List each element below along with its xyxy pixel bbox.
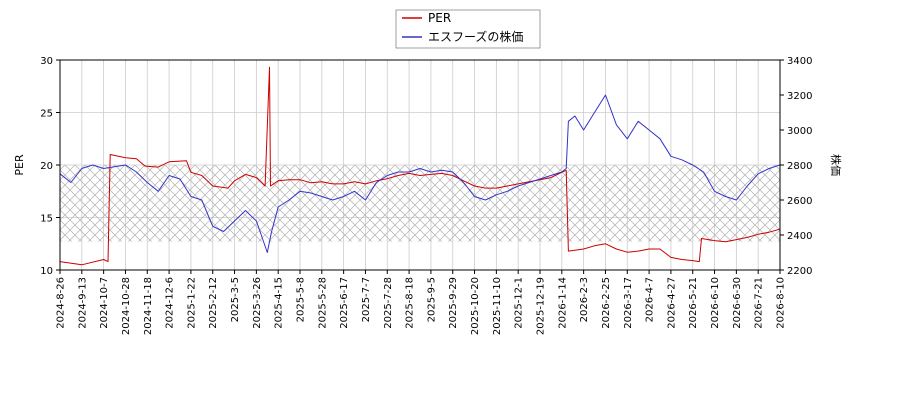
y-axis-right: 2200 2400 2600 2800 3000 3200 3400 [780, 56, 812, 277]
x-tick-label: 2026-8-10 [776, 277, 787, 329]
x-tick-label: 2026-5-21 [688, 277, 699, 329]
y-right-tick-label: 2600 [787, 196, 812, 207]
x-tick-label: 2026-7-21 [754, 277, 765, 329]
x-tick-label: 2026-2-3 [579, 277, 590, 322]
x-tick-label: 2025-7-28 [383, 277, 394, 329]
legend-label-per: PER [428, 11, 451, 25]
x-tick-label: 2026-1-14 [557, 277, 568, 329]
x-tick-label: 2025-1-22 [186, 277, 197, 329]
x-tick-label: 2024-8-26 [56, 277, 67, 329]
x-tick-label: 2025-3-26 [252, 277, 263, 329]
x-tick-label: 2024-12-6 [165, 277, 176, 329]
y-axis-right-label: 株価 [829, 154, 843, 176]
x-tick-label: 2025-3-5 [230, 277, 241, 322]
legend: PER エスフーズの株価 [395, 9, 541, 49]
series-per-line [60, 66, 780, 266]
x-axis: 2024-8-26 2024-9-13 2024-10-7 2024-10-28 202… [56, 270, 787, 335]
x-tick-label: 2026-4-27 [666, 277, 677, 329]
x-tick-label: 2026-6-10 [710, 277, 721, 329]
x-tick-label: 2025-12-19 [536, 277, 547, 335]
legend-label-price: エスフーズの株価 [428, 29, 523, 44]
x-tick-label: 2026-4-7 [645, 277, 656, 322]
y-left-tick-label: 30 [40, 56, 53, 67]
y-right-tick-label: 2400 [787, 231, 812, 242]
x-tick-label: 2025-9-5 [426, 277, 437, 322]
x-tick-label: 2026-2-25 [601, 277, 612, 329]
y-left-tick-label: 15 [40, 214, 53, 225]
y-left-tick-label: 10 [40, 266, 53, 277]
x-tick-label: 2024-9-13 [77, 277, 88, 329]
x-tick-label: 2025-9-29 [448, 277, 459, 329]
x-tick-label: 2025-11-10 [492, 277, 503, 335]
x-tick-label: 2025-7-7 [361, 277, 372, 322]
y-axis-left: 10 15 20 25 30 [40, 56, 60, 277]
x-tick-label: 2025-5-8 [296, 277, 307, 322]
x-tick-label: 2025-12-1 [514, 277, 525, 329]
y-right-tick-label: 2800 [787, 161, 812, 172]
x-tick-label: 2025-6-17 [339, 277, 350, 329]
x-tick-label: 2025-8-18 [405, 277, 416, 329]
y-axis-left-label: PER [13, 154, 26, 176]
y-left-tick-label: 20 [40, 161, 53, 172]
x-tick-label: 2024-10-28 [121, 277, 132, 335]
x-tick-label: 2025-4-15 [274, 277, 285, 329]
series-price-line [60, 94, 780, 253]
x-tick-label: 2024-10-7 [99, 277, 110, 329]
y-left-tick-label: 25 [40, 109, 53, 120]
per-range-band [60, 165, 780, 242]
x-tick-label: 2026-6-30 [732, 277, 743, 329]
y-right-tick-label: 3400 [787, 56, 812, 67]
y-right-tick-label: 2200 [787, 266, 812, 277]
y-right-tick-label: 3200 [787, 91, 812, 102]
x-tick-label: 2026-3-17 [623, 277, 634, 329]
x-tick-label: 2025-10-20 [470, 277, 481, 335]
x-tick-label: 2024-11-18 [143, 277, 154, 335]
y-right-tick-label: 3000 [787, 126, 812, 137]
legend-box [395, 9, 541, 49]
x-tick-label: 2025-5-28 [317, 277, 328, 329]
series-lines [60, 66, 780, 266]
x-tick-label: 2025-2-12 [208, 277, 219, 329]
